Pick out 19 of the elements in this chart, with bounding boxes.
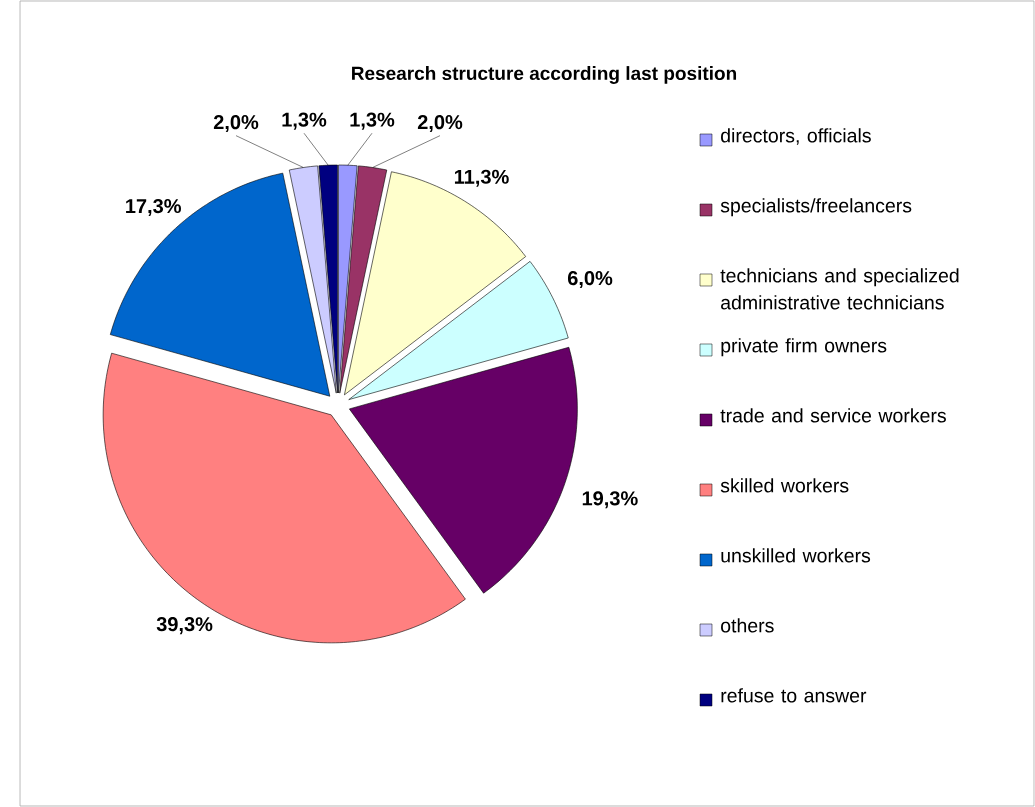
data-label: 39,3% [156,617,213,635]
data-label: 19,3% [582,491,638,509]
data-label: 6,0% [567,271,613,289]
chart-title: Research structure according last position [352,66,737,84]
legend-label: unskilled workers [721,548,871,563]
legend-label: skilled workers [720,478,849,493]
legend-label: technicians and specialized administrative technicians [720,268,959,310]
legend-label: specialists/freelancers [720,198,912,217]
legend-label: others [721,618,774,633]
legend-label: private firm owners [721,338,887,357]
data-label: 1,3% [282,112,327,130]
data-label: 11,3% [454,169,509,187]
data-label: 2,0% [213,115,259,133]
legend-label: trade and service workers [720,408,946,423]
legend-label: refuse to answer [721,688,867,703]
data-label: 17,3% [126,198,181,217]
legend-label: directors, officials [721,128,871,145]
data-label: 1,3% [350,112,395,130]
data-label: 2,0% [417,115,463,133]
